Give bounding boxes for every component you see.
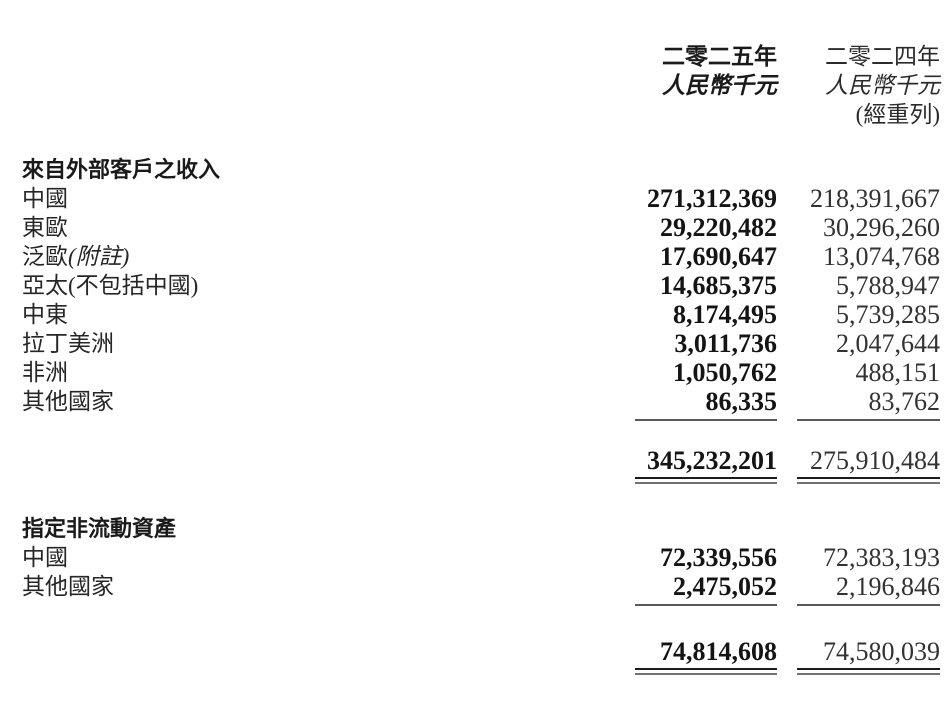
section-title: 來自外部客戶之收入 [22,157,221,182]
table-row: 拉丁美洲 3,011,736 2,047,644 [22,329,940,358]
row-label: 中東 [22,302,68,327]
value-2024: 2,196,846 [836,572,940,601]
restated-note: (經重列) [855,102,940,127]
double-rule-row [22,668,940,675]
value-2024: 218,391,667 [810,184,940,213]
value-2025: 8,174,495 [673,300,777,329]
double-rule [635,668,777,675]
value-2025: 271,312,369 [647,184,777,213]
table-row: 泛歐(附註) 17,690,647 13,074,768 [22,242,940,271]
row-label: 中國 [22,545,68,570]
currency-2025-label: 人民幣千元 [662,72,777,98]
row-label: 亞太(不包括中國) [22,273,199,298]
value-2024: 5,739,285 [836,300,940,329]
value-2025: 1,050,762 [673,358,777,387]
value-2025: 2,475,052 [673,572,777,601]
table-row: 中國 72,339,556 72,383,193 [22,543,940,572]
value-2024: 488,151 [855,358,941,387]
single-rule [635,604,777,613]
single-rule [635,419,777,428]
single-rule [797,604,940,613]
currency-2024-label: 人民幣千元 [825,73,940,98]
row-label: 非洲 [22,360,68,385]
table-row: 其他國家 86,335 83,762 [22,387,940,416]
row-label: 中國 [22,186,68,211]
table-row: 中國 271,312,369 218,391,667 [22,184,940,213]
value-2025: 14,685,375 [660,271,777,300]
section-1-title-row: 來自外部客戶之收入 [22,155,940,184]
single-rule-row [22,604,940,613]
value-2025: 72,339,556 [660,543,777,572]
row-label: 東歐 [22,215,68,240]
total-row: 74,814,608 74,580,039 [22,637,940,666]
value-2024: 2,047,644 [836,329,940,358]
total-value-2025: 345,232,201 [647,446,777,475]
year-2024-label: 二零二四年 [825,44,940,69]
value-2025: 17,690,647 [660,242,777,271]
section-2-title-row: 指定非流動資產 [22,514,940,543]
row-label: 泛歐(附註) [22,244,130,269]
value-2025: 29,220,482 [660,213,777,242]
table-row: 其他國家 2,475,052 2,196,846 [22,572,940,601]
single-rule [797,419,940,428]
total-row: 345,232,201 275,910,484 [22,446,940,475]
single-rule-row [22,419,940,428]
total-value-2024: 275,910,484 [810,446,940,475]
total-value-2025: 74,814,608 [660,637,777,666]
table-row: 亞太(不包括中國) 14,685,375 5,788,947 [22,271,940,300]
double-rule [635,477,777,484]
table-row: 東歐 29,220,482 30,296,260 [22,213,940,242]
column-header-2025: 二零二五年 人民幣千元 [635,42,777,129]
row-label-note: (附註) [68,244,130,269]
row-label: 其他國家 [22,574,114,599]
value-2024: 83,762 [868,387,941,416]
value-2024: 72,383,193 [823,543,940,572]
row-label: 拉丁美洲 [22,331,114,356]
table-row: 中東 8,174,495 5,739,285 [22,300,940,329]
column-header-2024: 二零二四年 人民幣千元 (經重列) [797,42,940,129]
header-spacer [22,42,635,129]
double-rule-row [22,477,940,484]
section-title: 指定非流動資產 [22,516,177,541]
table-header-row: 二零二五年 人民幣千元 二零二四年 人民幣千元 (經重列) [22,42,940,129]
table-row: 非洲 1,050,762 488,151 [22,358,940,387]
total-value-2024: 74,580,039 [823,637,940,666]
double-rule [797,477,940,484]
row-label: 其他國家 [22,389,114,414]
value-2024: 5,788,947 [836,271,940,300]
double-rule [797,668,940,675]
value-2025: 86,335 [705,387,778,416]
value-2025: 3,011,736 [674,329,777,358]
year-2025-label: 二零二五年 [662,43,777,69]
value-2024: 13,074,768 [823,242,940,271]
value-2024: 30,296,260 [823,213,940,242]
